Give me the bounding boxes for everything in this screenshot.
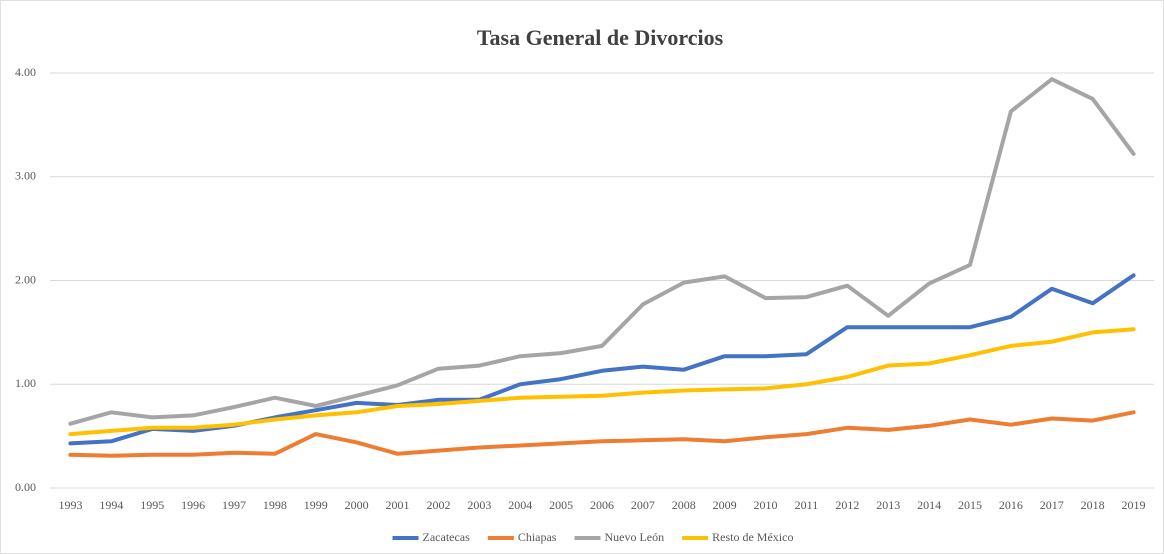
x-tick-label: 2017 bbox=[1040, 498, 1064, 512]
series-line bbox=[68, 410, 1136, 458]
x-tick-label: 1993 bbox=[58, 498, 82, 512]
legend-label: Chiapas bbox=[518, 530, 557, 544]
x-tick-label: 2019 bbox=[1122, 498, 1146, 512]
y-tick-label: 4.00 bbox=[15, 65, 36, 79]
x-tick-label: 2007 bbox=[631, 498, 655, 512]
x-tick-label: 2018 bbox=[1081, 498, 1105, 512]
x-tick-label: 2004 bbox=[508, 498, 532, 512]
x-tick-label: 2002 bbox=[426, 498, 450, 512]
x-tick-label: 2016 bbox=[999, 498, 1023, 512]
series-line bbox=[68, 327, 1136, 437]
legend-label: Resto de México bbox=[712, 530, 793, 544]
x-tick-label: 2011 bbox=[795, 498, 819, 512]
x-tick-label: 2013 bbox=[876, 498, 900, 512]
x-tick-label: 2009 bbox=[713, 498, 737, 512]
x-tick-label: 2001 bbox=[386, 498, 410, 512]
x-tick-label: 2006 bbox=[590, 498, 614, 512]
legend-item: Zacatecas bbox=[392, 530, 471, 544]
x-tick-label: 1999 bbox=[304, 498, 328, 512]
y-tick-label: 1.00 bbox=[15, 376, 36, 390]
x-tick-label: 2015 bbox=[958, 498, 982, 512]
legend-label: Zacatecas bbox=[423, 530, 471, 544]
chart-title: Tasa General de Divorcios bbox=[477, 25, 724, 50]
x-tick-label: 2003 bbox=[467, 498, 491, 512]
x-tick-label: 1998 bbox=[263, 498, 287, 512]
x-tick-label: 2000 bbox=[345, 498, 369, 512]
x-tick-label: 2014 bbox=[917, 498, 941, 512]
legend-item: Resto de México bbox=[682, 530, 793, 544]
x-tick-label: 2012 bbox=[835, 498, 859, 512]
x-tick-label: 2010 bbox=[754, 498, 778, 512]
x-tick-label: 2005 bbox=[549, 498, 573, 512]
y-tick-label: 2.00 bbox=[15, 272, 36, 286]
x-tick-label: 1996 bbox=[181, 498, 205, 512]
legend-label: Nuevo León bbox=[604, 530, 664, 544]
x-tick-label: 1994 bbox=[99, 498, 123, 512]
series-line bbox=[68, 77, 1136, 426]
x-tick-label: 1995 bbox=[140, 498, 164, 512]
legend-item: Nuevo León bbox=[574, 530, 664, 544]
y-tick-label: 3.00 bbox=[15, 169, 36, 183]
y-tick-label: 0.00 bbox=[15, 480, 36, 494]
legend-item: Chiapas bbox=[487, 530, 557, 544]
x-tick-label: 1997 bbox=[222, 498, 246, 512]
x-tick-label: 2008 bbox=[672, 498, 696, 512]
